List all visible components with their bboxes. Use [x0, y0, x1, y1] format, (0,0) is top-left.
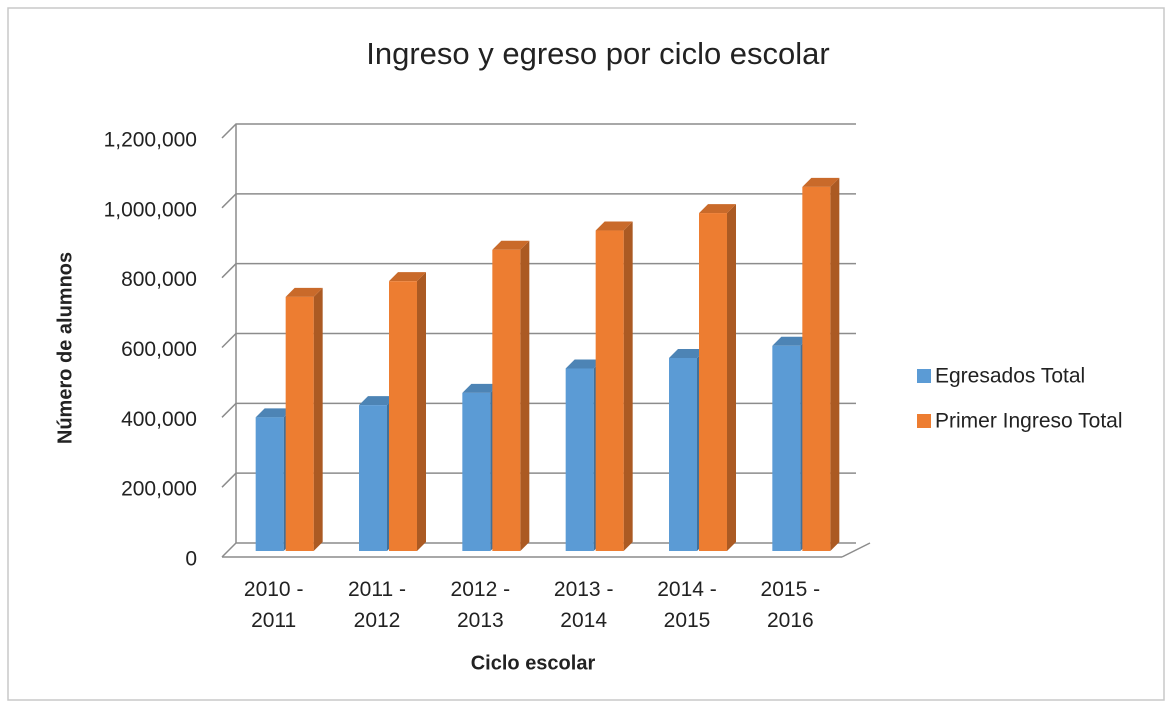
bar-front	[595, 230, 624, 551]
x-tick-label: 2014 -2015	[657, 578, 717, 632]
bar-top	[359, 396, 396, 406]
bar	[389, 272, 426, 551]
bar	[492, 240, 530, 551]
y-tick-label: 0	[185, 548, 197, 571]
bar-side	[830, 177, 840, 551]
legend-swatch	[917, 369, 931, 383]
bar-side	[520, 240, 530, 551]
x-tick-label: 2012 -2013	[451, 578, 511, 632]
grid-line	[221, 193, 856, 209]
y-tick-label: 1,000,000	[104, 198, 197, 221]
bar-side	[417, 272, 426, 551]
x-axis-label: Ciclo escolar	[471, 652, 596, 674]
bar-side	[313, 287, 323, 551]
y-tick-label: 1,200,000	[104, 129, 197, 152]
grid-line	[221, 472, 856, 488]
bar-top	[492, 240, 530, 250]
bar-top	[802, 177, 840, 187]
bar-front	[802, 186, 831, 551]
bar-top	[462, 383, 500, 393]
y-axis-label: Número de alumnos	[54, 252, 76, 444]
bar-front	[492, 249, 521, 551]
bar-side	[727, 204, 736, 551]
bar-top	[669, 348, 706, 358]
legend-label: Egresados Total	[935, 365, 1085, 388]
grid-line	[221, 123, 856, 139]
bar	[699, 204, 736, 551]
y-tick-label: 400,000	[121, 408, 197, 431]
bar-top	[699, 204, 736, 214]
x-tick-label: 2015 -2016	[761, 578, 821, 632]
bar-top	[565, 359, 603, 369]
legend-swatch	[917, 414, 931, 428]
y-tick-label: 600,000	[121, 338, 197, 361]
bar	[802, 177, 840, 551]
x-tick-label: 2011 -2012	[348, 578, 406, 632]
bar-front	[359, 405, 387, 551]
bar-top	[285, 287, 323, 297]
bar-front	[565, 368, 594, 551]
bar-side	[623, 221, 633, 551]
grid-line	[221, 262, 856, 279]
bar-front	[772, 345, 801, 551]
bar-top	[389, 272, 426, 282]
y-tick-label: 800,000	[121, 268, 197, 291]
y-tick-label: 200,000	[121, 478, 197, 501]
bar	[595, 221, 633, 551]
bar-top	[255, 408, 293, 418]
legend-label: Primer Ingreso Total	[935, 410, 1123, 433]
x-tick-label: 2013 -2014	[554, 578, 614, 632]
bar-front	[255, 417, 284, 551]
grid-line	[221, 332, 856, 349]
bar-top	[595, 221, 633, 231]
bar-front	[389, 281, 417, 551]
bar-front	[462, 392, 491, 551]
grid-line	[221, 542, 856, 558]
chart-title: Ingreso y egreso por ciclo escolar	[366, 36, 830, 71]
x-tick-label: 2010 -2011	[244, 578, 304, 632]
bar-front	[285, 296, 314, 551]
grid-line	[221, 402, 856, 418]
bar	[285, 287, 323, 551]
bar-top	[772, 336, 810, 346]
bar-front	[699, 213, 727, 551]
floor-right	[841, 542, 871, 558]
bar-front	[669, 357, 697, 551]
